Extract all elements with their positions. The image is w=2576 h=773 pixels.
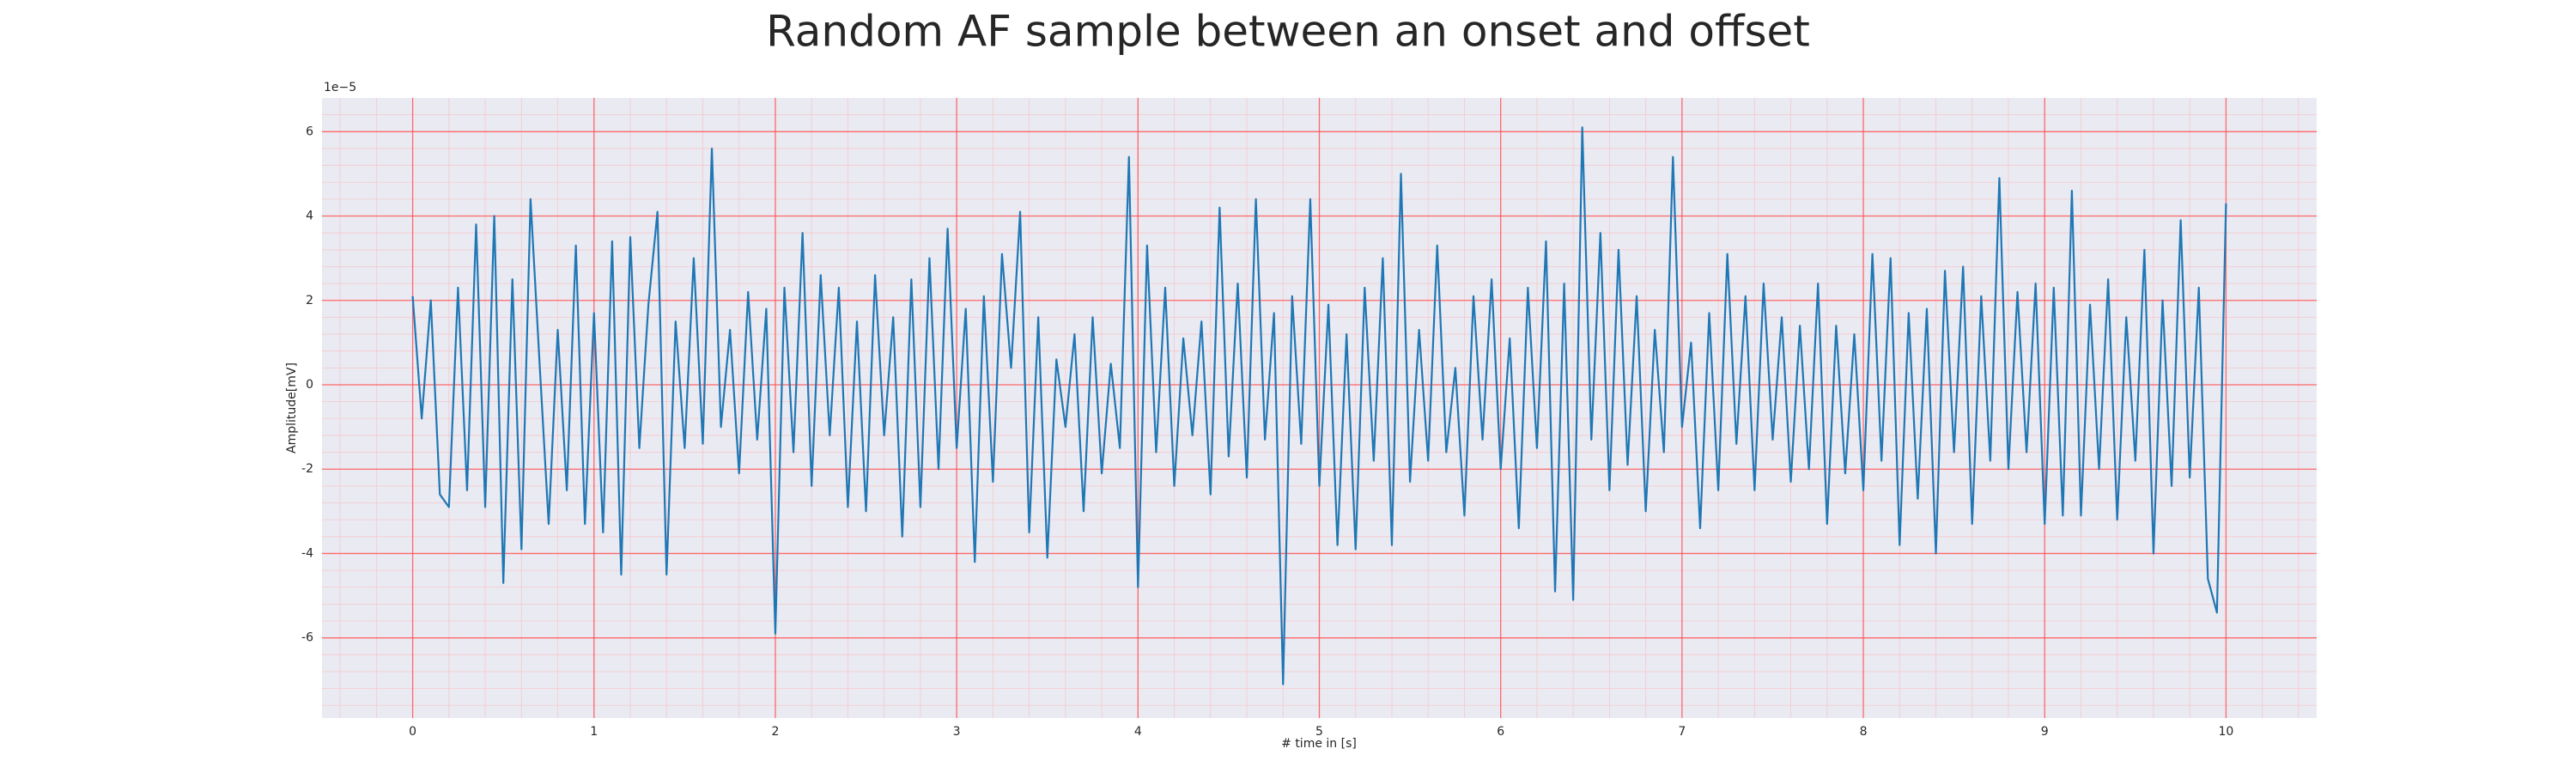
signal-line bbox=[411, 126, 2227, 685]
y-tick-label: 0 bbox=[306, 378, 313, 392]
x-tick-label: 4 bbox=[1134, 725, 1142, 739]
x-tick-label: 1 bbox=[590, 725, 598, 739]
y-tick-label: 2 bbox=[306, 294, 313, 307]
y-tick-label: 4 bbox=[306, 210, 313, 223]
x-tick-label: 6 bbox=[1497, 725, 1504, 739]
x-tick-label: 2 bbox=[771, 725, 779, 739]
x-tick-label: 9 bbox=[2041, 725, 2049, 739]
x-axis-label: # time in [s] bbox=[1281, 737, 1357, 751]
y-offset-label: 1e−5 bbox=[324, 81, 356, 94]
y-axis-label: Amplitude[mV] bbox=[285, 362, 299, 453]
x-tick-label: 3 bbox=[953, 725, 961, 739]
x-tick-label: 8 bbox=[1860, 725, 1868, 739]
y-tick-label: -2 bbox=[301, 462, 313, 476]
chart-title: Random AF sample between an onset and of… bbox=[766, 7, 1810, 57]
x-tick-label: 5 bbox=[1315, 725, 1323, 739]
y-tick-label: 6 bbox=[306, 125, 313, 138]
y-tick-label: -6 bbox=[301, 631, 313, 645]
x-tick-label: 0 bbox=[409, 725, 416, 739]
x-tick-label: 10 bbox=[2218, 725, 2233, 739]
x-tick-label: 7 bbox=[1678, 725, 1686, 739]
y-tick-label: -4 bbox=[301, 546, 313, 560]
